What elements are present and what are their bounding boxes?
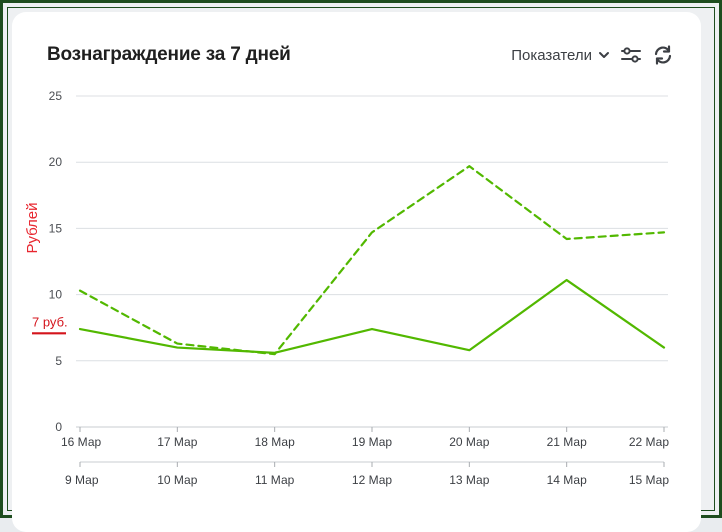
refresh-button[interactable]: [652, 44, 674, 66]
series-line-current: [78, 278, 666, 354]
x-tick-label: 22 Мар: [629, 435, 669, 449]
x-comparison-tick-label: 12 Мар: [352, 473, 392, 487]
x-comparison-tick-label: 10 Мар: [157, 473, 197, 487]
x-comparison-tick-label: 9 Мар: [65, 473, 99, 487]
x-tick-label: 20 Мар: [449, 435, 489, 449]
metrics-dropdown[interactable]: Показатели: [511, 47, 610, 64]
refresh-icon: [654, 45, 672, 65]
settings-button[interactable]: [620, 44, 642, 66]
y-tick-label: 20: [49, 155, 63, 169]
chevron-down-icon: [599, 52, 609, 58]
card-title: Вознаграждение за 7 дней: [47, 44, 291, 65]
x-tick-label: 19 Мар: [352, 435, 392, 449]
annotation-label: 7 руб.: [32, 314, 68, 329]
reward-line-chart: 0 5 10 15 20 25 16 Мар 9 Мар 17 Мар 10 Мар 18 Мар…: [24, 89, 669, 487]
reward-card: [12, 12, 701, 532]
y-tick-label: 10: [49, 288, 63, 302]
x-comparison-tick-label: 11 Мар: [255, 473, 295, 487]
x-tick-label: 16 Мар: [61, 435, 101, 449]
x-tick-label: 18 Мар: [255, 435, 295, 449]
x-tick-label: 21 Мар: [547, 435, 587, 449]
y-tick-label: 0: [55, 420, 62, 434]
x-comparison-tick-label: 13 Мар: [449, 473, 489, 487]
y-tick-label: 5: [55, 354, 62, 368]
y-tick-label: 25: [49, 89, 63, 103]
x-tick-label: 17 Мар: [157, 435, 197, 449]
chart-annotation: 7 руб.: [32, 314, 68, 335]
y-axis-label: Рублей: [24, 202, 41, 253]
series-line-comparison: [78, 165, 666, 356]
card-toolbar: Показатели: [511, 44, 674, 66]
sliders-icon: [621, 47, 641, 63]
y-tick-label: 15: [49, 221, 63, 235]
x-axis: 16 Мар 9 Мар 17 Мар 10 Мар 18 Мар 11 Мар 19 Ма…: [61, 427, 669, 487]
chart-series: [78, 165, 666, 356]
chart-grid: [76, 95, 668, 428]
x-comparison-tick-label: 14 Мар: [547, 473, 587, 487]
metrics-dropdown-label: Показатели: [511, 46, 592, 64]
x-comparison-tick-label: 15 Мар: [629, 473, 669, 487]
y-axis-ticks: 0 5 10 15 20 25: [49, 89, 63, 434]
